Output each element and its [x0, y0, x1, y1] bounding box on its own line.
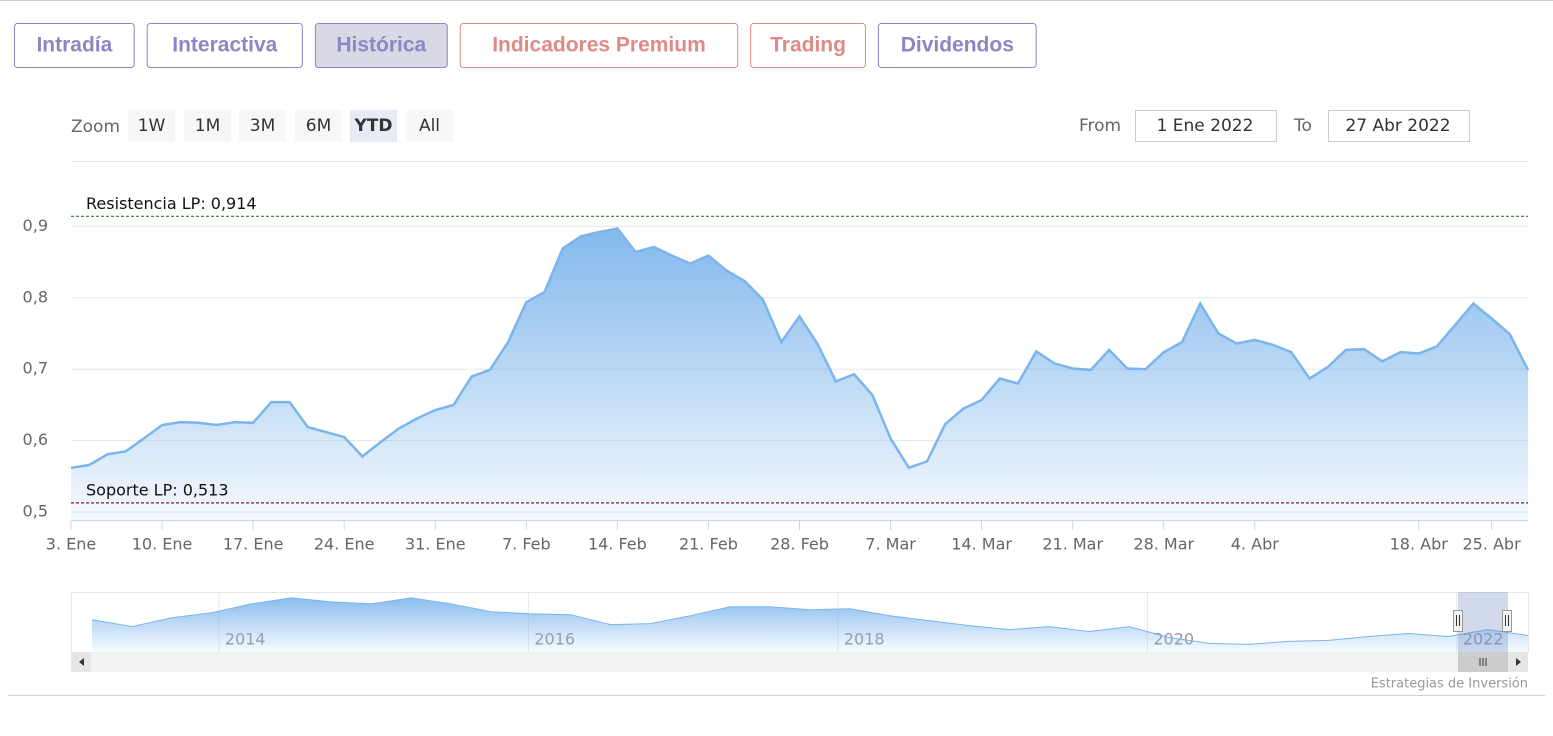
handle-grip — [1505, 615, 1509, 626]
tab[interactable] — [877, 23, 1037, 68]
x-tick-label: 4. Abr — [1231, 535, 1279, 554]
zoom-label: Zoom — [71, 117, 120, 137]
tab-label[interactable]: Histórica — [336, 34, 426, 57]
y-tick-label: 0,9 — [23, 216, 48, 235]
zoom-button[interactable] — [184, 110, 231, 142]
zoom-button-label[interactable]: 3M — [250, 116, 275, 136]
tab-label[interactable]: Indicadores Premium — [492, 34, 706, 57]
navigator-line — [91, 597, 1529, 645]
tab-label[interactable]: Intradía — [36, 34, 112, 57]
zoom-button[interactable] — [350, 110, 397, 142]
x-tick-label: 28. Feb — [770, 535, 829, 554]
y-tick-label: 0,6 — [23, 430, 48, 449]
zoom-button[interactable] — [295, 110, 342, 142]
x-tick-label: 14. Mar — [951, 535, 1012, 554]
x-tick-label: 25. Abr — [1462, 535, 1521, 554]
x-tick-label: 10. Ene — [132, 535, 193, 554]
tab-label[interactable]: Trading — [770, 34, 846, 57]
from-label: From — [1079, 116, 1121, 136]
x-tick-label: 18. Abr — [1390, 535, 1449, 554]
area — [71, 228, 1528, 520]
y-tick-label: 0,7 — [23, 359, 48, 378]
tab[interactable] — [314, 23, 448, 68]
zoom-button-label[interactable]: 1W — [138, 116, 166, 136]
zoom-button[interactable] — [406, 110, 453, 142]
tab[interactable] — [750, 23, 866, 68]
tab-label[interactable]: Interactiva — [172, 34, 277, 57]
credit: Estrategias de Inversión — [1371, 677, 1528, 692]
x-tick-label: 3. Ene — [46, 535, 96, 554]
line — [70, 227, 1530, 470]
x-tick-label: 31. Ene — [405, 535, 466, 554]
x-tick-label: 28. Mar — [1133, 535, 1194, 554]
x-tick-label: 7. Feb — [502, 535, 551, 554]
zoom-button-label[interactable]: 1M — [195, 116, 220, 136]
zoom-button-label[interactable]: 6M — [306, 116, 331, 136]
x-tick-label: 7. Mar — [865, 535, 916, 554]
to-value[interactable]: 27 Abr 2022 — [1345, 116, 1450, 136]
y-tick-label: 0,5 — [23, 502, 48, 521]
x-tick-label: 21. Feb — [679, 535, 738, 554]
arrow-right — [1516, 658, 1521, 666]
navigator-handle[interactable] — [1453, 610, 1463, 632]
scrollbar-track — [71, 652, 1528, 672]
thumb-grip — [1479, 658, 1487, 666]
from-value[interactable]: 1 Ene 2022 — [1157, 116, 1254, 136]
to-input[interactable] — [1328, 110, 1470, 142]
zoom-button-label[interactable]: YTD — [353, 116, 392, 136]
tab-label[interactable]: Dividendos — [901, 34, 1014, 57]
x-tick-label: 14. Feb — [588, 535, 647, 554]
navigator-handle[interactable] — [1502, 610, 1512, 632]
from-input[interactable] — [1135, 110, 1277, 142]
to-label: To — [1293, 116, 1312, 136]
navigator-area — [92, 597, 1528, 652]
x-tick-label: 21. Mar — [1042, 535, 1103, 554]
tab[interactable] — [14, 23, 135, 68]
zoom-button[interactable] — [239, 110, 286, 142]
navigator-window[interactable] — [1458, 592, 1508, 652]
zoom-button[interactable] — [128, 110, 175, 142]
annotation-label: Soporte LP: 0,513 — [86, 480, 229, 499]
y-tick-label: 0,8 — [23, 287, 48, 306]
x-tick-label: 24. Ene — [314, 535, 375, 554]
handle-grip — [1456, 615, 1460, 626]
tab[interactable] — [146, 23, 303, 68]
arrow-left — [79, 658, 84, 666]
annotation-label: Resistencia LP: 0,914 — [86, 194, 257, 213]
x-tick-label: 17. Ene — [223, 535, 284, 554]
tab[interactable] — [459, 23, 739, 68]
zoom-button-label[interactable]: All — [419, 116, 440, 136]
